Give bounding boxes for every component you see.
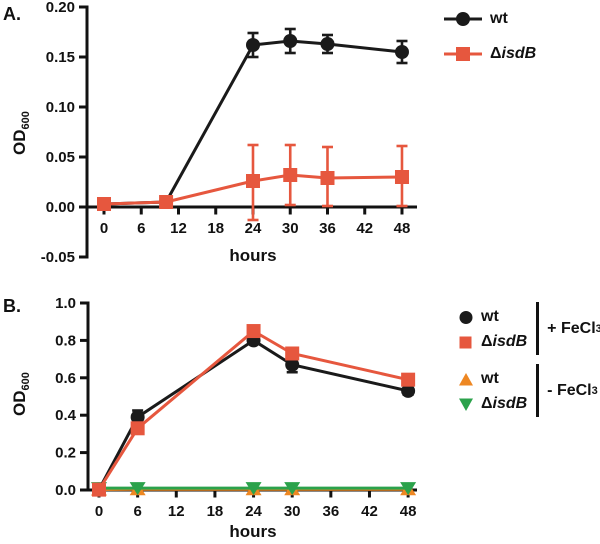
svg-text:18: 18 (207, 220, 224, 237)
legend-label-wt-plus: wt (481, 308, 499, 325)
svg-text:12: 12 (170, 220, 187, 237)
svg-text:0.0: 0.0 (55, 482, 76, 499)
legend-label-isdb: ΔisdB (490, 45, 537, 62)
wt-triangle-up-marker (459, 372, 473, 385)
wt-circle-marker (459, 310, 473, 324)
panel-a-legend: wt ΔisdB (443, 10, 536, 63)
legend-item-wt: wt (443, 10, 536, 28)
svg-text:36: 36 (319, 220, 336, 237)
svg-text:0.8: 0.8 (55, 332, 76, 349)
legend-label-wt-minus: wt (481, 370, 499, 387)
svg-text:0.10: 0.10 (46, 99, 75, 116)
svg-text:0: 0 (95, 503, 103, 520)
svg-text:0: 0 (100, 220, 108, 237)
svg-text:30: 30 (282, 220, 299, 237)
legend-item-isdb-plus: ΔisdB (458, 333, 527, 351)
legend-bracket-minus (536, 364, 540, 417)
svg-text:OD600: OD600 (10, 111, 32, 155)
svg-text:36: 36 (322, 503, 339, 520)
legend-bracket-plus (536, 302, 540, 355)
isdb-square-marker (459, 336, 472, 348)
legend-group-minus-fecl3: wt ΔisdB - FeCl 3 (458, 364, 600, 417)
svg-text:1.0: 1.0 (55, 295, 76, 312)
svg-text:0.20: 0.20 (46, 0, 75, 16)
legend-item-isdb: ΔisdB (443, 45, 536, 63)
wt-line-circle-marker (444, 12, 482, 26)
svg-text:24: 24 (245, 220, 262, 237)
legend-label-isdb-plus: ΔisdB (481, 333, 528, 350)
legend-group-label-minus: - FeCl 3 (547, 381, 598, 399)
svg-text:0.2: 0.2 (55, 445, 76, 462)
isdb-line-square-marker (444, 47, 482, 61)
legend-label-wt: wt (490, 10, 508, 27)
panel-b-plot: 0.0 0.2 0.4 0.6 0.8 1.0 0 6 12 18 24 30 36 42 48 hours O… (10, 295, 417, 541)
legend-group-plus-fecl3: wt ΔisdB + FeCl 3 (458, 302, 600, 355)
panel-b-label: B. (3, 296, 21, 316)
legend-group-label-plus: + FeCl 3 (547, 319, 600, 337)
legend-item-wt-plus: wt (458, 308, 527, 326)
svg-text:hours: hours (229, 246, 276, 265)
svg-text:42: 42 (356, 220, 373, 237)
legend-item-wt-minus: wt (458, 370, 527, 388)
svg-text:42: 42 (361, 503, 378, 520)
svg-text:48: 48 (400, 503, 417, 520)
panel-a-label: A. (3, 4, 21, 24)
panel-a-plot: -0.05 0.00 0.05 0.10 0.15 0.20 0 6 12 18 24 30 36 42 4… (10, 0, 417, 266)
svg-text:0.05: 0.05 (46, 149, 75, 166)
svg-text:24: 24 (245, 503, 262, 520)
svg-text:-0.05: -0.05 (41, 249, 75, 266)
svg-text:hours: hours (229, 522, 276, 541)
svg-text:48: 48 (394, 220, 411, 237)
svg-text:0.15: 0.15 (46, 49, 75, 66)
svg-text:OD600: OD600 (10, 372, 32, 416)
svg-text:0.6: 0.6 (55, 370, 76, 387)
svg-text:0.4: 0.4 (55, 407, 77, 424)
legend-item-isdb-minus: ΔisdB (458, 395, 527, 413)
isdb-triangle-down-marker (459, 398, 473, 411)
legend-label-isdb-minus: ΔisdB (481, 395, 528, 412)
svg-text:0.00: 0.00 (46, 199, 75, 216)
svg-text:30: 30 (284, 503, 301, 520)
panel-b-legend: wt ΔisdB + FeCl 3 wt (458, 302, 600, 426)
svg-text:6: 6 (133, 503, 141, 520)
svg-text:18: 18 (207, 503, 224, 520)
svg-text:6: 6 (137, 220, 145, 237)
svg-text:12: 12 (168, 503, 185, 520)
